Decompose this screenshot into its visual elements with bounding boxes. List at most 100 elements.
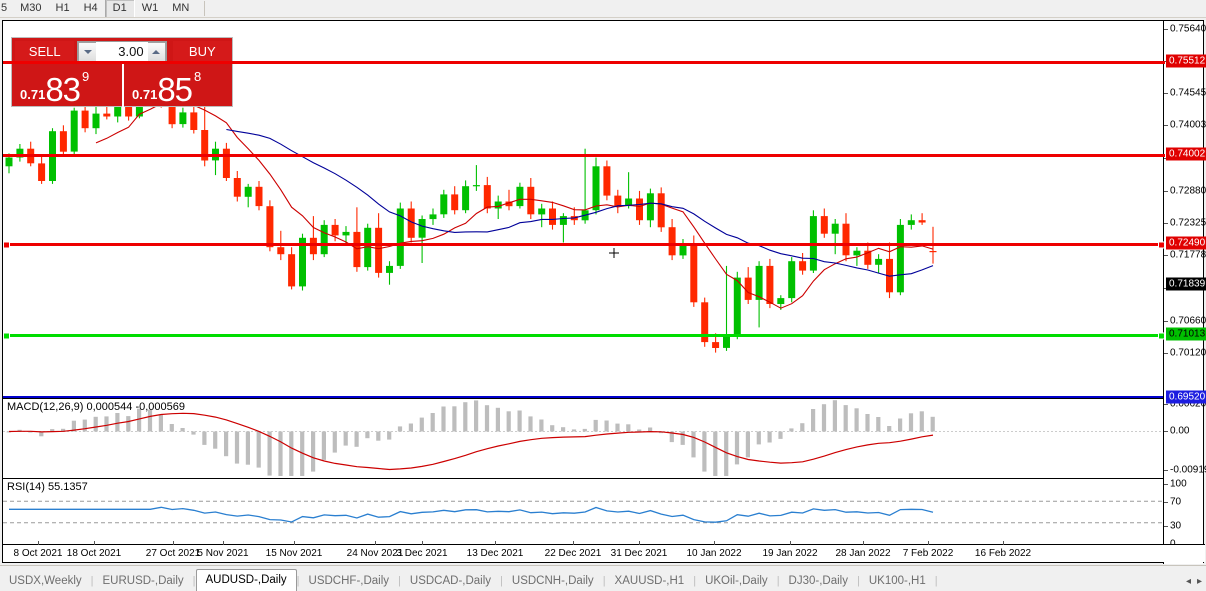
rsi-indicator-label: RSI(14) 55.1357: [7, 481, 88, 493]
volume-decrement-button[interactable]: [78, 42, 97, 62]
chevron-down-icon: [83, 50, 92, 54]
rsi-tick-label: 70: [1170, 496, 1182, 508]
chart-tab-bar[interactable]: USDX,Weekly | EURUSD-,Daily | AUDUSD-,Daily |…: [0, 565, 1206, 591]
chart-tab-audusd-daily[interactable]: AUDUSD-,Daily: [195, 569, 297, 591]
date-tick-mark: [639, 541, 640, 545]
date-tick-mark: [863, 541, 864, 545]
buy-button[interactable]: BUY: [172, 41, 232, 63]
date-tick-mark: [495, 541, 496, 545]
tab-divider: |: [296, 575, 300, 587]
chart-tab-ukoil-daily[interactable]: UKOil-,Daily: [705, 575, 768, 587]
macd-pane[interactable]: MACD(12,26,9) 0,000544 -0,000569: [3, 398, 1165, 476]
line-handle-right[interactable]: [1158, 241, 1165, 248]
timeframe-button-d1[interactable]: D1: [104, 0, 135, 17]
support-line-071013[interactable]: [3, 332, 1165, 339]
date-tick-mark: [928, 541, 929, 545]
chart-tab-uk100-h1[interactable]: UK100-,H1: [868, 575, 926, 587]
price-tick-mark: [1164, 29, 1168, 31]
timeframe-button-h1[interactable]: H1: [55, 2, 70, 14]
date-tick-mark: [790, 541, 791, 545]
macd-tick-label: 0.00: [1170, 425, 1190, 436]
line-handle-right[interactable]: [1158, 332, 1165, 339]
timeframe-button-h4[interactable]: H4: [83, 2, 98, 14]
time-scale[interactable]: 8 Oct 2021 18 Oct 2021 27 Oct 2021 5 Nov 20…: [3, 541, 1205, 562]
date-tick-label: 19 Jan 2022: [762, 548, 818, 559]
date-tick-label: 3 Dec 2021: [396, 548, 448, 559]
price-level-tag-069520[interactable]: 0.69520: [1166, 390, 1206, 404]
price-level-tag-072490[interactable]: 0.72490: [1166, 236, 1206, 250]
resistance-line-074002[interactable]: [3, 154, 1165, 157]
tab-divider: |: [90, 575, 94, 587]
tab-divider: |: [693, 575, 697, 587]
rsi-tick-label: 30: [1170, 520, 1182, 532]
chart-tab-dj30-daily[interactable]: DJ30-,Daily: [788, 575, 848, 587]
toolbar-divider: [204, 1, 206, 16]
current-price-tag[interactable]: 0.71839: [1166, 277, 1206, 291]
tab-scroll-left-icon[interactable]: ◂: [1185, 576, 1191, 587]
support-line-069520[interactable]: [3, 396, 1165, 398]
buy-price-block[interactable]: 0.71 85 8: [122, 64, 232, 107]
rsi-value: 55.1357: [47, 481, 88, 493]
timeframe-toolbar: 5 M30 H1 H4 D1 W1 MN: [0, 0, 1206, 18]
tab-scroll-right-icon[interactable]: ▸: [1196, 576, 1202, 587]
timeframe-button-5[interactable]: 5: [1, 2, 8, 14]
price-level-tag-071013[interactable]: 0.71013: [1166, 327, 1206, 341]
date-tick-label: 18 Oct 2021: [66, 548, 122, 559]
date-tick-label: 5 Nov 2021: [197, 548, 249, 559]
chart-tab-usdchf-daily[interactable]: USDCHF-,Daily: [308, 575, 390, 587]
chart-tab-usdcnh-daily[interactable]: USDCNH-,Daily: [511, 575, 594, 587]
price-tick-label: 0.75640: [1170, 23, 1206, 35]
macd-tick-mark: [1164, 470, 1168, 472]
volume-input[interactable]: 3.00: [96, 42, 148, 62]
price-level-tag-074002[interactable]: 0.74002: [1166, 147, 1206, 161]
tab-divider: |: [500, 575, 503, 587]
resistance-line-075512[interactable]: [3, 61, 1165, 64]
oct-price-row: 0.71 83 9 0.71 85 8: [12, 64, 232, 107]
sell-price-block[interactable]: 0.71 83 9: [12, 64, 122, 107]
rsi-pane[interactable]: RSI(14) 55.1357: [3, 478, 1165, 544]
price-scale[interactable]: 0.756400.751000.745450.740030.734350.728…: [1163, 21, 1206, 564]
line-handle-left[interactable]: [3, 241, 10, 248]
chart-tab-usdx-weekly[interactable]: USDX,Weekly: [9, 575, 82, 587]
chart-tab-usdcad-daily[interactable]: USDCAD-,Daily: [409, 575, 492, 587]
rsi-plot: [3, 500, 1165, 524]
buy-price-fraction: 8: [194, 69, 202, 84]
macd-tick-mark: [1164, 430, 1168, 432]
volume-increment-button[interactable]: [147, 42, 166, 62]
rsi-tick-label: 100: [1170, 478, 1187, 490]
price-tick-mark: [1164, 321, 1168, 322]
volume-stepper[interactable]: 3.00: [77, 41, 167, 63]
rsi-name: RSI(14): [7, 481, 45, 493]
price-tick-label: 0.70120: [1170, 347, 1206, 359]
tab-scroll-arrows[interactable]: ◂ ▸: [1186, 576, 1202, 587]
tab-divider: |: [398, 575, 401, 587]
chart-tab-eurusd-daily[interactable]: EURUSD-,Daily: [102, 575, 184, 587]
chart-window[interactable]: AUDUSD-,Daily 0.71855 0.72268 0.71640 0.…: [2, 20, 1206, 564]
sell-button[interactable]: SELL: [15, 41, 75, 63]
line-handle-left[interactable]: [3, 332, 10, 339]
macd-value-1: 0,000544: [86, 401, 133, 413]
chart-tab-xauusd-h1[interactable]: XAUUSD-,H1: [614, 575, 685, 587]
macd-tick-label: 0.006201: [1170, 398, 1206, 410]
macd-tick-mark: [1164, 403, 1168, 405]
timeframe-button-w1[interactable]: W1: [141, 2, 159, 14]
date-tick-mark: [1003, 541, 1004, 545]
date-tick-mark: [38, 541, 39, 545]
timeframe-button-m30[interactable]: M30: [20, 2, 42, 14]
date-tick-mark: [573, 541, 574, 545]
timeframe-button-mn[interactable]: MN: [172, 2, 190, 14]
resistance-line-072490[interactable]: [3, 241, 1165, 248]
date-tick-label: 31 Dec 2021: [610, 548, 668, 559]
price-tick-mark: [1164, 190, 1168, 192]
date-tick-label: 15 Nov 2021: [265, 548, 323, 559]
date-tick-mark: [94, 541, 95, 545]
date-tick-mark: [714, 541, 715, 545]
one-click-trading-panel[interactable]: SELL 3.00 BUY 0.71 83 9: [11, 37, 233, 107]
price-tick-mark: [1164, 125, 1168, 127]
price-level-tag-075512[interactable]: 0.75512: [1166, 54, 1206, 68]
chevron-up-icon: [152, 50, 161, 54]
date-tick-label: 16 Feb 2022: [974, 548, 1032, 559]
date-tick-label: 13 Dec 2021: [466, 548, 524, 559]
price-tick-label: 0.70660: [1170, 315, 1206, 327]
date-tick-label: 27 Oct 2021: [145, 548, 201, 559]
